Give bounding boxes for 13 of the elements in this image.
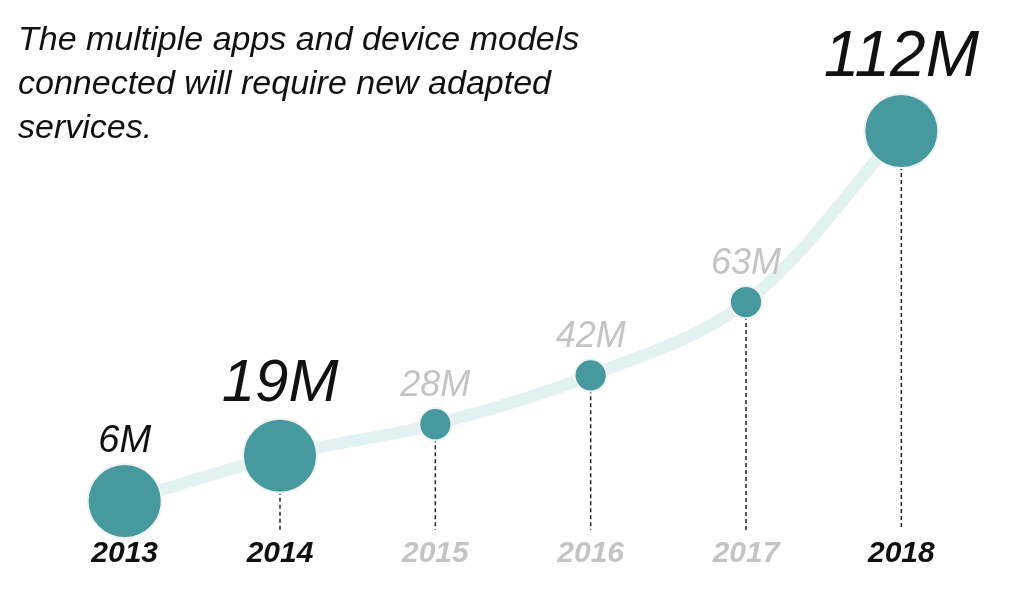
data-label: 28M bbox=[399, 363, 471, 405]
data-label: 6M bbox=[98, 417, 152, 460]
x-tick-label: 2014 bbox=[245, 535, 314, 569]
data-label: 42M bbox=[555, 314, 626, 356]
annotation: The multiple apps and device models connected will require new adapted services. bbox=[18, 18, 581, 148]
data-label: 63M bbox=[710, 240, 782, 282]
data-label: 112M bbox=[823, 17, 980, 90]
x-tick-label: 2016 bbox=[556, 535, 625, 569]
x-tick-label: 2017 bbox=[711, 535, 781, 569]
x-tick-label: 2015 bbox=[400, 535, 471, 569]
x-tick-label: 2013 bbox=[90, 535, 159, 569]
data-label: 19M bbox=[221, 347, 339, 415]
x-tick-label: 2018 bbox=[866, 535, 936, 569]
